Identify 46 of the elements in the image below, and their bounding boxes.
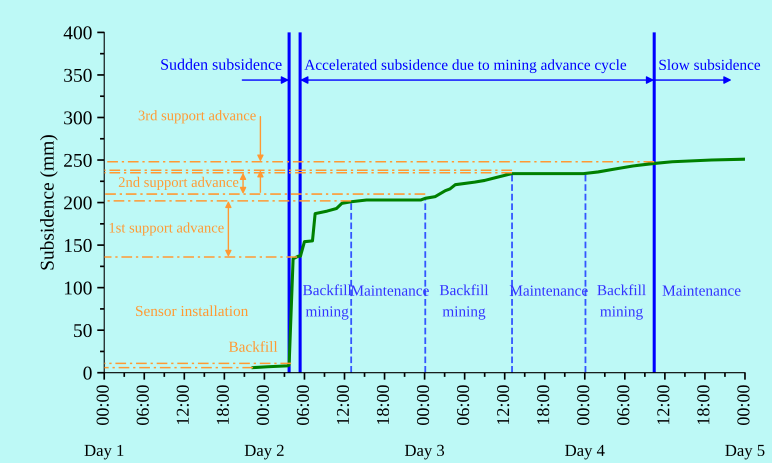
y-tick-label: 0 bbox=[83, 366, 92, 380]
y-tick-label: 200 bbox=[64, 196, 92, 210]
x-tick-label: 00:00 bbox=[577, 385, 590, 425]
x-tick-label: 18:00 bbox=[537, 385, 550, 424]
y-tick-label: 250 bbox=[64, 154, 92, 167]
annotation: Sudden subsidence bbox=[161, 58, 282, 70]
annotation: Backfill bbox=[228, 340, 278, 352]
annotation: 2nd support advance bbox=[118, 176, 238, 190]
x-tick-label: 00:00 bbox=[416, 385, 430, 425]
annotation: Backfill mining bbox=[597, 284, 646, 320]
text: Day 3 bbox=[404, 444, 444, 460]
y-tick-label: 300 bbox=[64, 111, 92, 124]
text: Day 4 bbox=[565, 444, 605, 460]
text: Day 2 bbox=[244, 444, 284, 460]
x-tick-label: 00:00 bbox=[256, 385, 270, 425]
y-tick-label: 350 bbox=[64, 68, 92, 82]
text: Day 5 bbox=[725, 444, 764, 460]
x-tick-label: 06:00 bbox=[136, 385, 149, 425]
x-tick-label: 06:00 bbox=[456, 385, 470, 425]
annotation: Backfill mining bbox=[440, 284, 488, 320]
x-tick-label: 00:00 bbox=[737, 385, 750, 425]
x-tick-label: 06:00 bbox=[617, 385, 630, 425]
y-tick-label: 100 bbox=[64, 281, 92, 295]
y-axis-title: Subsidence (mm) bbox=[40, 135, 58, 270]
annotation: Maintenance bbox=[350, 285, 429, 296]
x-tick-label: 18:00 bbox=[216, 385, 229, 424]
x-tick-label: 12:00 bbox=[176, 385, 189, 424]
x-tick-label: 18:00 bbox=[376, 385, 390, 424]
annotation: Accelerated subsidence due to mining advance cycle bbox=[304, 59, 626, 74]
x-tick-label: 12:00 bbox=[657, 385, 670, 424]
annotation: Sensor installation bbox=[136, 305, 248, 316]
x-tick-label: 12:00 bbox=[336, 385, 350, 424]
annotation: Slow subsidence bbox=[659, 59, 760, 70]
x-tick-label: 06:00 bbox=[296, 385, 310, 425]
x-tick-label: 12:00 bbox=[497, 385, 510, 424]
y-tick-label: 150 bbox=[64, 238, 92, 252]
text: Day 1 bbox=[84, 444, 124, 460]
y-tick-label: 400 bbox=[64, 26, 92, 40]
annotation: Maintenance bbox=[662, 285, 741, 296]
annotation: 1st support advance bbox=[110, 222, 224, 236]
x-tick-label: 18:00 bbox=[697, 385, 710, 424]
annotation: Backfill mining bbox=[302, 284, 352, 320]
x-tick-label: 00:00 bbox=[96, 385, 109, 425]
y-tick-label: 50 bbox=[74, 324, 92, 338]
annotation: Maintenance bbox=[510, 285, 588, 296]
annotation: 3rd support advance bbox=[138, 110, 256, 124]
